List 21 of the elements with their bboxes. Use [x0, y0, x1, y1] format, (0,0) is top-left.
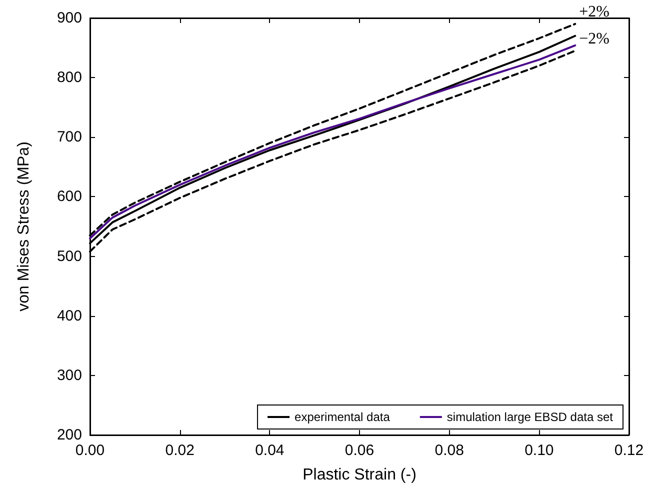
x-tick-label: 0.12	[614, 442, 644, 459]
y-tick-label: 400	[56, 307, 82, 324]
x-tick-label: 0.10	[524, 442, 554, 459]
annotation: −2%	[579, 30, 610, 48]
y-tick-label: 600	[56, 188, 82, 206]
x-tick-label: 0.02	[165, 442, 194, 459]
y-tick-label: 800	[56, 69, 82, 86]
y-tick-label: 500	[56, 248, 82, 265]
annotation: +2%	[579, 3, 610, 20]
y-tick-label: 900	[56, 10, 82, 26]
x-tick-label: 0.04	[255, 442, 284, 459]
legend-label: simulation large EBSD data set	[446, 410, 614, 424]
y-tick-label: 700	[56, 128, 82, 146]
y-axis-title: von Mises Stress (MPa)	[16, 142, 32, 312]
x-tick-label: 0.08	[434, 442, 464, 459]
x-tick-label: 0.00	[75, 442, 105, 459]
x-tick-label: 0.06	[344, 442, 374, 459]
x-axis-title: Plastic Strain (-)	[302, 466, 416, 484]
legend-label: experimental data	[294, 410, 390, 424]
y-tick-label: 300	[56, 366, 82, 384]
y-tick-label: 200	[56, 426, 82, 444]
